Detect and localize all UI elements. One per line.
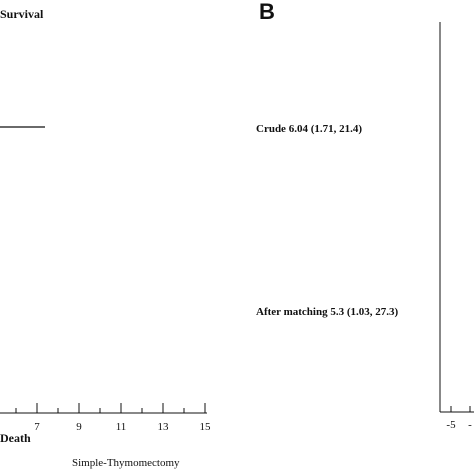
panel-a-bottom-label: Simple-Thymomectomy [72, 457, 180, 469]
panel-b-tick-label: -5 [446, 419, 456, 431]
panel-b-tick-label: - [468, 419, 472, 431]
panel-b-ticks: -5- [446, 406, 472, 431]
panel-b-letter: B [259, 0, 275, 24]
panel-a-tick-label: 11 [116, 421, 127, 433]
panel-b-row-label-after-matching: After matching 5.3 (1.03, 27.3) [256, 306, 398, 318]
panel-a-x-label: Death [0, 431, 31, 445]
panel-a-tick-label: 9 [76, 421, 82, 433]
panel-b: B Crude 6.04 (1.71, 21.4) After matching… [256, 0, 474, 431]
panel-a: Survival 7 9 11 13 15 Death Simple-Thymomect… [0, 7, 211, 469]
panel-a-tick-label: 13 [158, 421, 170, 433]
panel-a-ticks: 7 9 11 13 15 [15, 403, 212, 433]
panel-b-row-label-crude: Crude 6.04 (1.71, 21.4) [256, 123, 362, 135]
panel-a-tick-label: 7 [34, 421, 40, 433]
panel-a-tick-label: 15 [200, 421, 212, 433]
panel-a-title: Survival [0, 7, 44, 21]
